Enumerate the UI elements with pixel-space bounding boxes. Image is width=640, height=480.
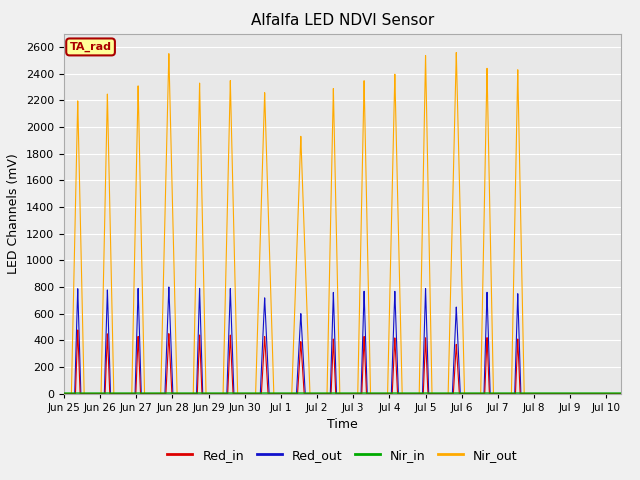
Red_in bbox=[60, 391, 68, 396]
Red_out bbox=[60, 391, 68, 396]
Red_in bbox=[418, 391, 426, 396]
Red_in bbox=[617, 391, 625, 396]
Red_in bbox=[397, 391, 404, 396]
Nir_out bbox=[581, 391, 589, 396]
Red_out bbox=[418, 391, 426, 396]
Red_out bbox=[617, 391, 625, 396]
Text: TA_rad: TA_rad bbox=[70, 42, 111, 52]
Nir_out bbox=[199, 236, 207, 242]
Red_out bbox=[397, 391, 404, 396]
Line: Red_in: Red_in bbox=[64, 330, 621, 394]
Red_out bbox=[324, 391, 332, 396]
Nir_in bbox=[581, 390, 589, 396]
Nir_out bbox=[323, 375, 331, 381]
Red_in bbox=[459, 391, 467, 396]
Red_in bbox=[324, 391, 332, 396]
Red_in bbox=[581, 391, 589, 396]
Red_out bbox=[165, 284, 173, 290]
Nir_in bbox=[459, 390, 467, 396]
Nir_out bbox=[459, 319, 467, 325]
Line: Nir_out: Nir_out bbox=[64, 52, 621, 394]
Nir_out bbox=[617, 391, 625, 396]
Nir_in bbox=[617, 390, 625, 396]
Red_out bbox=[199, 391, 207, 396]
X-axis label: Time: Time bbox=[327, 418, 358, 431]
Nir_out bbox=[60, 391, 68, 396]
Nir_out bbox=[452, 49, 460, 55]
Nir_out bbox=[397, 333, 404, 338]
Title: Alfalfa LED NDVI Sensor: Alfalfa LED NDVI Sensor bbox=[251, 13, 434, 28]
Nir_in bbox=[417, 390, 425, 396]
Red_out bbox=[581, 391, 589, 396]
Nir_in bbox=[60, 390, 68, 396]
Y-axis label: LED Channels (mV): LED Channels (mV) bbox=[8, 153, 20, 274]
Nir_in bbox=[199, 390, 207, 396]
Nir_in bbox=[323, 390, 331, 396]
Nir_in bbox=[397, 390, 404, 396]
Red_in bbox=[74, 327, 81, 333]
Legend: Red_in, Red_out, Nir_in, Nir_out: Red_in, Red_out, Nir_in, Nir_out bbox=[163, 444, 522, 467]
Red_in bbox=[199, 391, 207, 396]
Line: Red_out: Red_out bbox=[64, 287, 621, 394]
Red_out bbox=[459, 391, 467, 396]
Nir_out bbox=[417, 273, 425, 279]
